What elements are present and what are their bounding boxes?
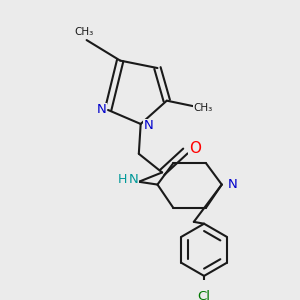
Text: Cl: Cl xyxy=(198,290,211,300)
Text: CH₃: CH₃ xyxy=(74,27,93,37)
Text: N: N xyxy=(97,103,106,116)
Text: N: N xyxy=(228,178,238,191)
Text: O: O xyxy=(189,141,201,156)
Text: N: N xyxy=(143,119,153,132)
Text: CH₃: CH₃ xyxy=(194,103,213,113)
Text: H: H xyxy=(117,173,127,186)
Text: N: N xyxy=(128,173,138,186)
